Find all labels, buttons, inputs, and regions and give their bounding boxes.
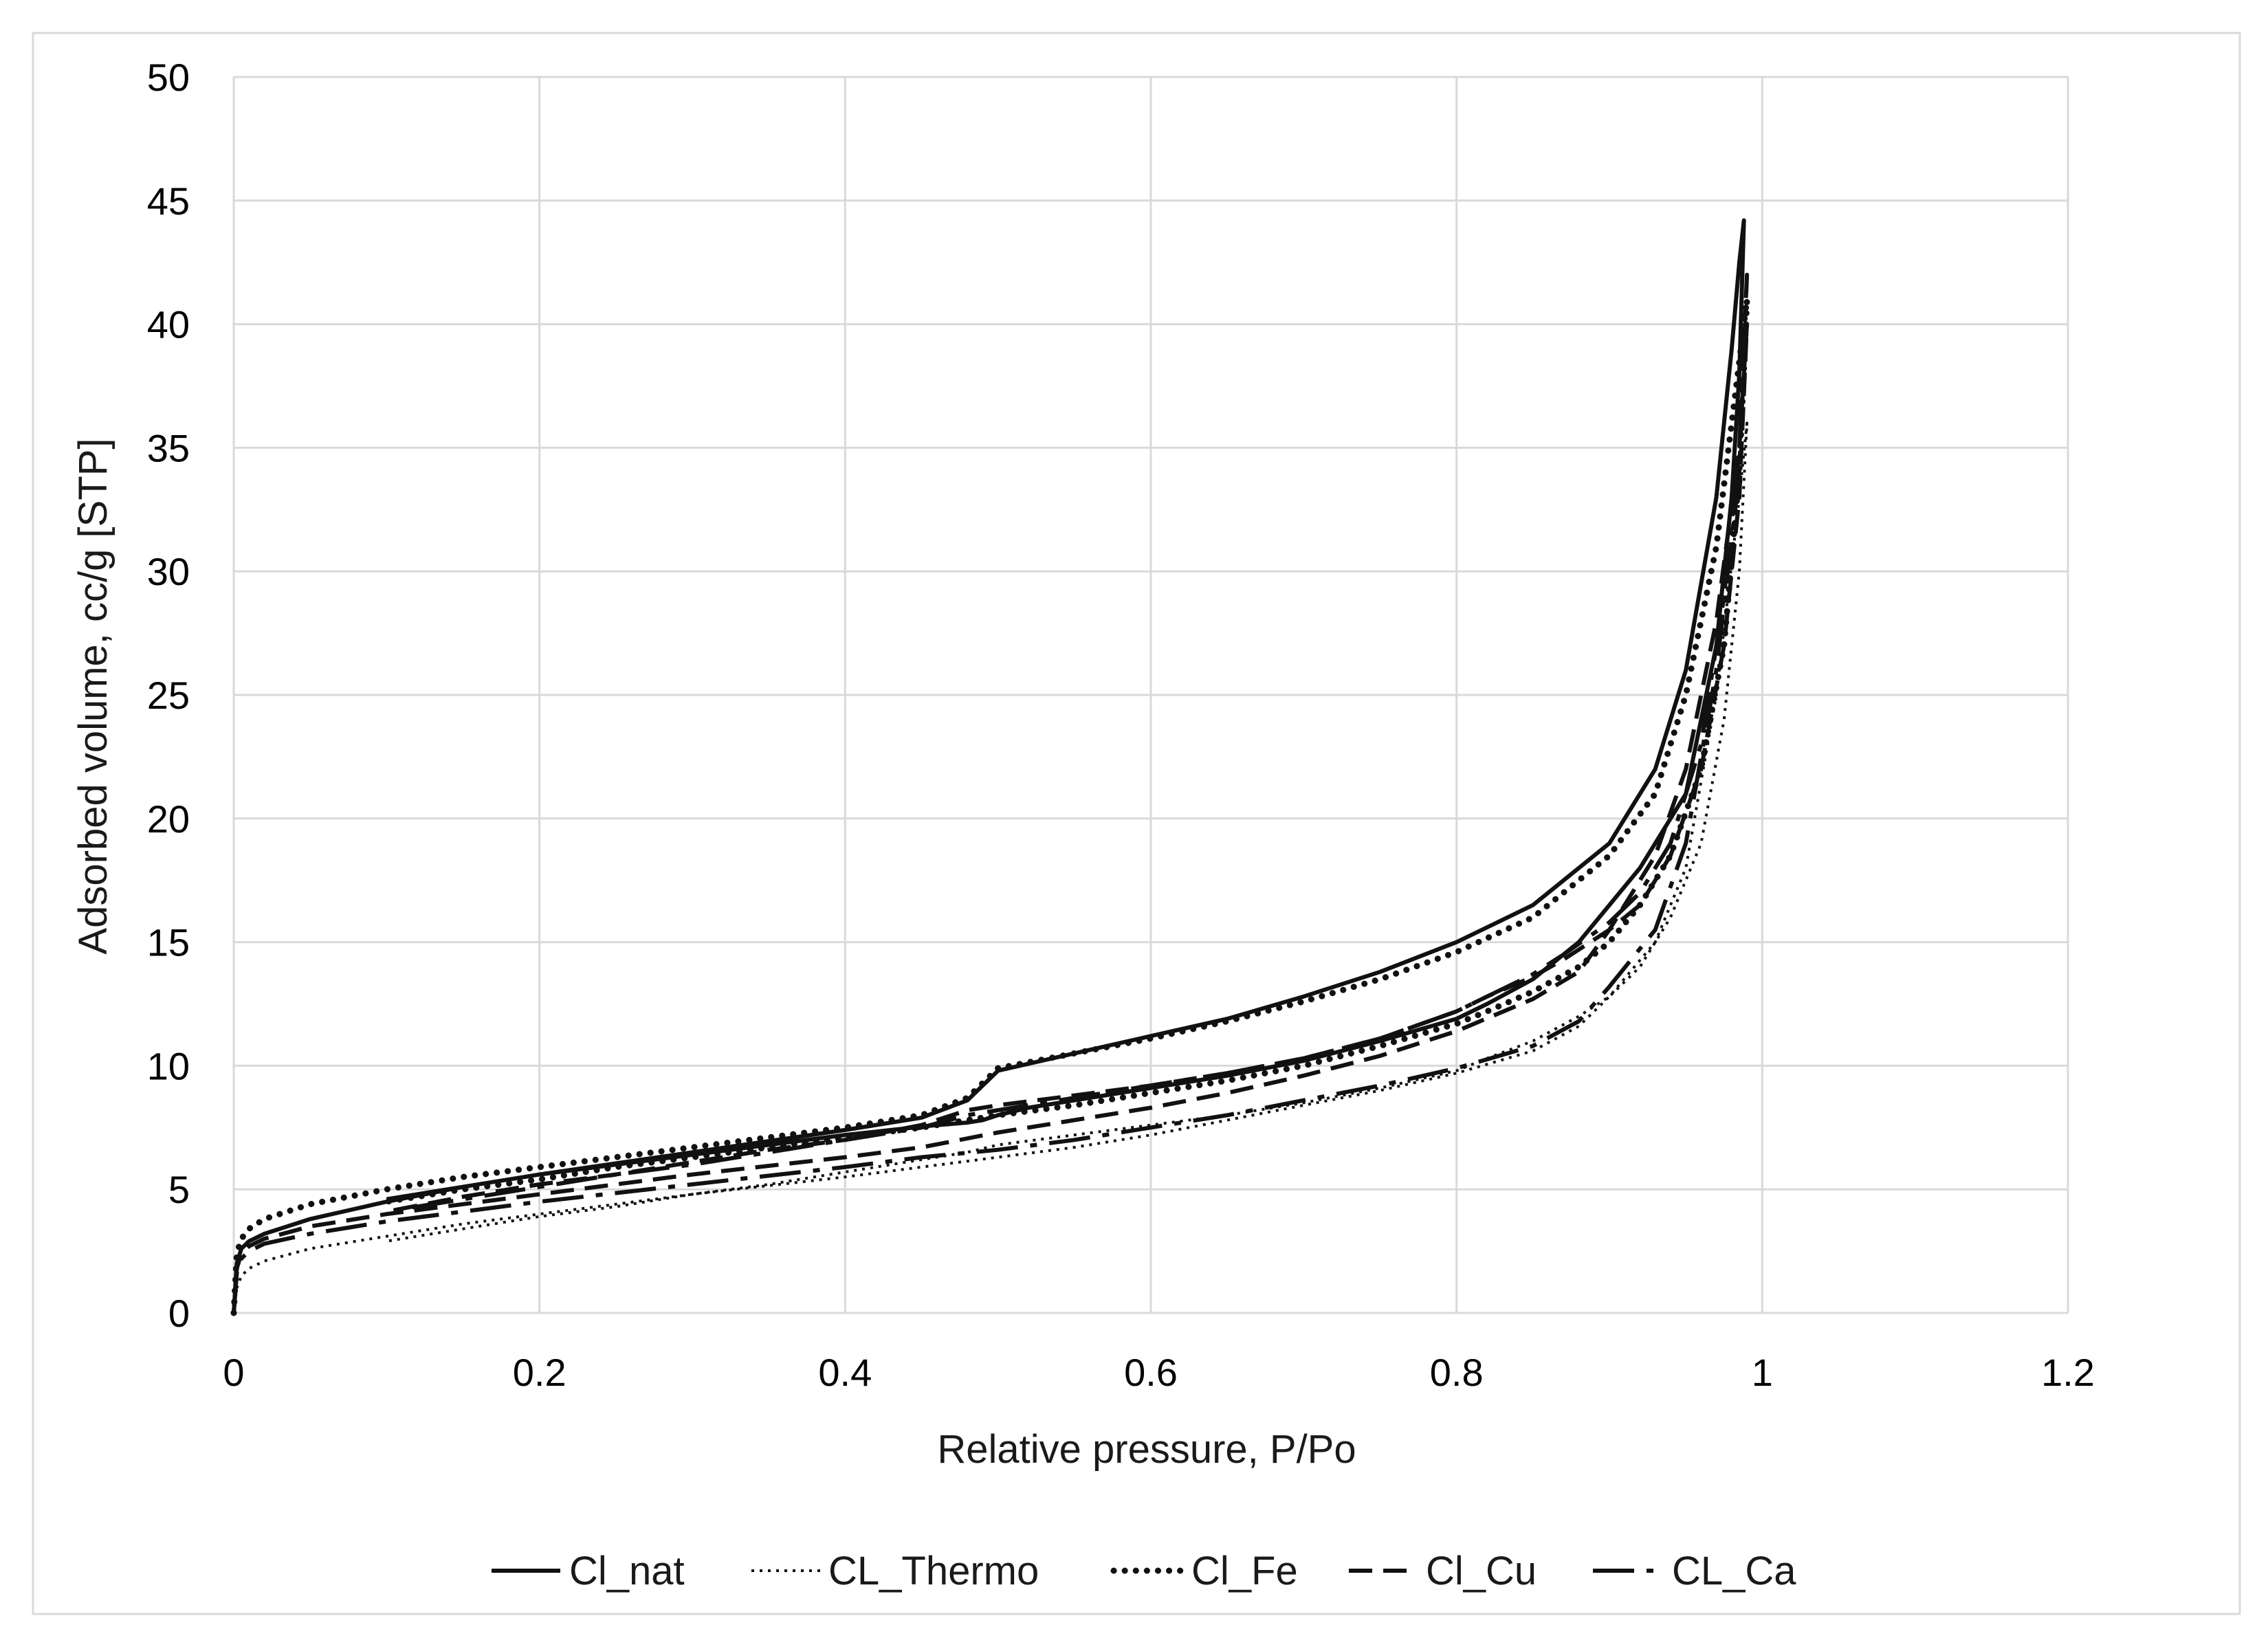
tick-layer: 0 5 10 15 20 25 30 35 40 45 50 0 0.2 0.4 0.6 0.8 1 1.2 <box>147 56 2095 1394</box>
series-line-cl-thermo <box>232 421 1749 1314</box>
x-tick-label: 0.2 <box>513 1351 566 1394</box>
y-tick-label: 0 <box>168 1292 190 1335</box>
grid-layer <box>232 76 2069 1314</box>
legend-label: Cl_Cu <box>1426 1549 1537 1593</box>
y-tick-label: 15 <box>147 921 190 964</box>
series-line-cl-fe <box>230 296 1750 1316</box>
series-layer <box>230 218 1750 1316</box>
x-tick-label: 0.8 <box>1430 1351 1484 1394</box>
legend-label: Cl_nat <box>569 1549 685 1593</box>
y-axis-title: Adsorbed volume, cc/g [STP] <box>71 438 115 954</box>
y-tick-label: 40 <box>147 303 190 346</box>
x-axis-title: Relative pressure, P/Po <box>937 1427 1356 1472</box>
x-tick-label: 0.6 <box>1124 1351 1178 1394</box>
x-tick-label: 1.2 <box>2041 1351 2095 1394</box>
y-tick-label: 30 <box>147 550 190 593</box>
y-tick-label: 20 <box>147 797 190 841</box>
legend-label: Cl_Fe <box>1191 1549 1298 1593</box>
y-tick-label: 5 <box>168 1168 190 1211</box>
x-tick-label: 0.4 <box>818 1351 872 1394</box>
x-tick-label: 0 <box>223 1351 244 1394</box>
y-tick-label: 50 <box>147 56 190 99</box>
y-tick-label: 10 <box>147 1044 190 1087</box>
y-tick-label: 35 <box>147 426 190 469</box>
chart-area-border <box>32 32 2241 1615</box>
legend: Cl_nat CL_Thermo Cl_Fe Cl_Cu CL_Ca <box>492 1549 1796 1593</box>
y-tick-label: 25 <box>147 674 190 717</box>
legend-label: CL_Ca <box>1672 1549 1796 1593</box>
x-tick-label: 1 <box>1752 1351 1773 1394</box>
legend-label: CL_Thermo <box>828 1549 1039 1593</box>
y-tick-label: 45 <box>147 179 190 223</box>
series-line-cl-ca <box>232 272 1750 1314</box>
